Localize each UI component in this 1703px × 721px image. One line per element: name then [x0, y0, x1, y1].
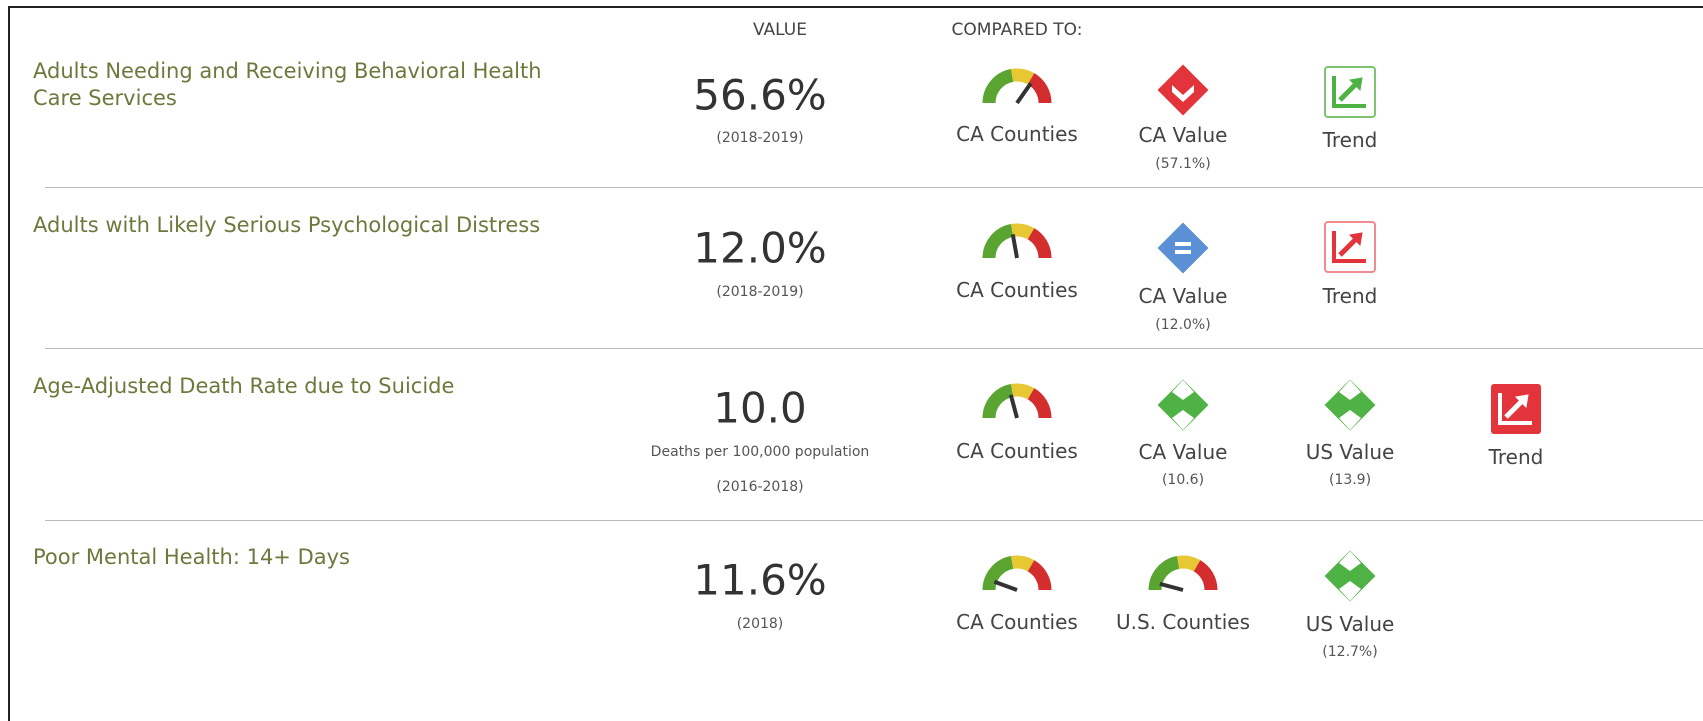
unit: Deaths per 100,000 population	[650, 444, 870, 460]
comparison-value: (13.9)	[1328, 472, 1372, 488]
indicator-title[interactable]: Adults Needing and Receiving Behavioral …	[33, 59, 542, 110]
comparison-label: CA Counties	[956, 122, 1078, 146]
gauge-icon	[977, 220, 1057, 266]
comparison-label: CA Counties	[956, 278, 1078, 302]
row-separator	[45, 187, 1703, 188]
indicator-title[interactable]: Adults with Likely Serious Psychological…	[33, 213, 541, 237]
comparison-icon	[1157, 64, 1209, 116]
comparison-label: U.S. Counties	[1115, 610, 1251, 634]
comparison-label: CA Value	[1138, 284, 1228, 308]
gauge-icon	[977, 552, 1057, 598]
comparison-value: (57.1%)	[1155, 156, 1211, 172]
gauge-icon	[977, 65, 1057, 111]
comparison-label: CA Counties	[956, 610, 1078, 634]
period: (2018-2019)	[716, 284, 804, 300]
comparison-label: Trend	[1322, 284, 1378, 308]
comparison-label: Trend	[1488, 445, 1544, 469]
comparison-icon	[1157, 222, 1209, 274]
comparison-label: CA Value	[1138, 440, 1228, 464]
comparison-value: (10.6)	[1161, 472, 1205, 488]
indicator-title[interactable]: Age-Adjusted Death Rate due to Suicide	[33, 374, 455, 398]
comparison-icon	[1324, 550, 1376, 602]
period: (2018)	[736, 616, 784, 632]
period: (2018-2019)	[716, 130, 804, 146]
comparison-value: (12.7%)	[1322, 644, 1378, 660]
indicator-value: 11.6%	[693, 555, 827, 605]
comparison-label: US Value	[1305, 612, 1395, 636]
column-header: COMPARED TO:	[951, 20, 1083, 40]
comparison-label: CA Counties	[956, 439, 1078, 463]
column-header: VALUE	[753, 20, 807, 40]
comparison-label: US Value	[1305, 440, 1395, 464]
indicator-value: 56.6%	[693, 70, 827, 120]
indicator-title[interactable]: Poor Mental Health: 14+ Days	[33, 545, 350, 569]
comparison-icon	[1324, 379, 1376, 431]
frame	[8, 6, 1703, 721]
trend-icon	[1324, 66, 1376, 118]
indicator-value: 12.0%	[693, 223, 827, 273]
period: (2016-2018)	[716, 479, 804, 495]
trend-icon	[1324, 221, 1376, 273]
trend-icon	[1491, 384, 1541, 434]
comparison-label: Trend	[1322, 128, 1378, 152]
comparison-value: (12.0%)	[1155, 317, 1211, 333]
comparison-icon	[1157, 379, 1209, 431]
gauge-icon	[1143, 552, 1223, 598]
row-separator	[45, 520, 1703, 521]
indicator-value: 10.0	[713, 383, 807, 433]
row-separator	[45, 348, 1703, 349]
comparison-label: CA Value	[1138, 123, 1228, 147]
gauge-icon	[977, 380, 1057, 426]
